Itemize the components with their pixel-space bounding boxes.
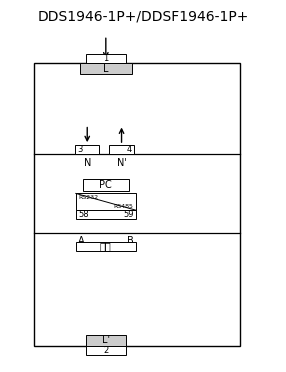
Bar: [75, 145, 100, 154]
Bar: [86, 335, 126, 346]
Bar: [76, 210, 136, 219]
Text: L': L': [102, 336, 110, 345]
Text: 59: 59: [123, 210, 134, 219]
Text: L: L: [103, 64, 109, 74]
Bar: [76, 193, 136, 210]
Text: 3: 3: [77, 145, 82, 154]
Text: 通信: 通信: [100, 242, 112, 251]
Text: DDS1946-1P+/DDSF1946-1P+: DDS1946-1P+/DDSF1946-1P+: [37, 10, 249, 24]
Text: RS485: RS485: [114, 204, 134, 209]
Text: PC: PC: [100, 180, 112, 190]
Bar: [86, 346, 126, 355]
Text: 4: 4: [126, 145, 132, 154]
Text: 2: 2: [103, 346, 108, 355]
Text: N: N: [84, 158, 91, 167]
Text: RS232: RS232: [78, 195, 98, 200]
Bar: [76, 242, 136, 251]
Bar: [80, 63, 132, 74]
Text: N': N': [117, 158, 126, 167]
Text: 1: 1: [103, 54, 108, 63]
Text: A: A: [78, 236, 85, 246]
Bar: [34, 63, 240, 346]
Bar: [86, 54, 126, 63]
Bar: [83, 179, 129, 191]
Bar: [109, 145, 134, 154]
Text: 58: 58: [78, 210, 89, 219]
Text: B: B: [127, 236, 134, 246]
